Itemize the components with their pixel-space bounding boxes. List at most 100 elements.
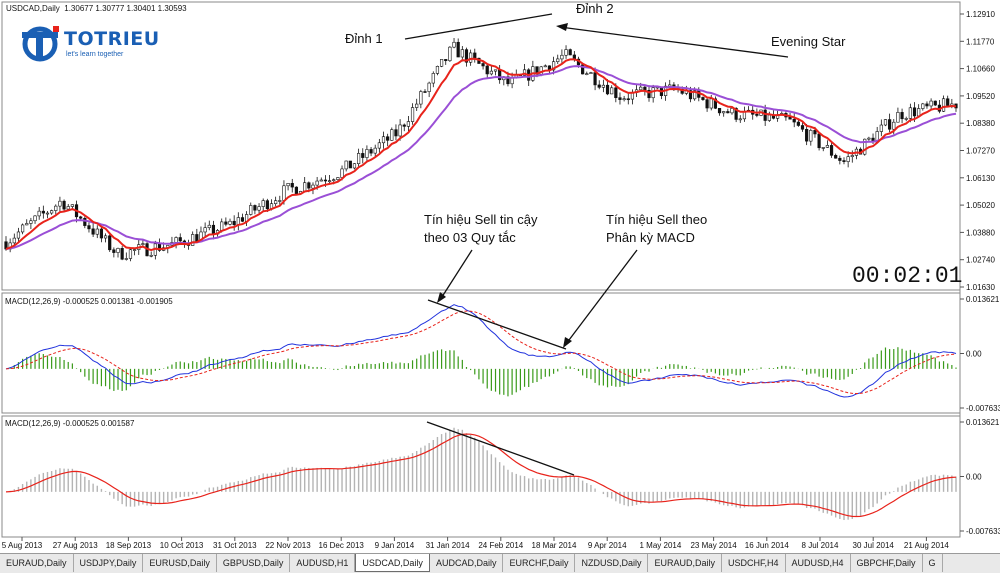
candle-body — [290, 183, 294, 188]
candle-body — [560, 54, 564, 60]
date-label: 22 Nov 2013 — [265, 541, 311, 550]
tab-gbpusd-daily[interactable]: GBPUSD,Daily — [217, 554, 291, 572]
candle-body — [149, 254, 153, 257]
tab-usdjpy-daily[interactable]: USDJPY,Daily — [74, 554, 144, 572]
tab-euraud-daily[interactable]: EURAUD,Daily — [648, 554, 722, 572]
candle-body — [415, 103, 419, 108]
candle-body — [419, 91, 423, 105]
divergence-line1: Tín hiệu Sell theo — [606, 212, 708, 227]
candle-body — [228, 220, 232, 225]
candle-body — [593, 72, 597, 86]
candle-body — [410, 107, 415, 122]
candle-body — [763, 109, 767, 121]
tab-usdcad-daily[interactable]: USDCAD,Daily — [355, 554, 430, 572]
candle-body — [481, 63, 485, 67]
date-label: 30 Jul 2014 — [853, 541, 895, 550]
candle-body — [236, 217, 240, 226]
candle-body — [402, 124, 406, 127]
candle-body — [792, 118, 796, 123]
axis-label: 1.01630 — [966, 283, 995, 292]
candle-body — [133, 249, 137, 251]
candle-body — [896, 112, 900, 123]
candle-body — [91, 228, 95, 235]
candle-body — [394, 129, 398, 137]
candle-body — [99, 228, 104, 239]
axis-label: 1.02740 — [966, 256, 995, 265]
tab-audusd-h1[interactable]: AUDUSD,H1 — [290, 554, 356, 572]
candle-body — [79, 216, 83, 219]
axis-label: 0.00 — [966, 473, 982, 482]
candle-body — [120, 248, 124, 260]
candle-body — [834, 155, 838, 159]
candle-body — [921, 103, 925, 109]
tab-audusd-h4[interactable]: AUDUSD,H4 — [786, 554, 851, 572]
candle-body — [369, 149, 373, 154]
tab-eurusd-daily[interactable]: EURUSD,Daily — [143, 554, 217, 572]
candle-body — [821, 147, 825, 149]
candle-body — [688, 90, 693, 100]
candle-body — [4, 241, 8, 250]
logo-tagline: let's learn together — [66, 51, 124, 58]
tab-g[interactable]: G — [923, 554, 943, 572]
candle-body — [904, 118, 908, 120]
candle-body — [668, 84, 672, 87]
candle-body — [220, 221, 224, 231]
candle-body — [867, 137, 871, 140]
axis-label: 1.03880 — [966, 228, 995, 237]
candle-body — [20, 224, 25, 233]
axis-label: 1.10660 — [966, 65, 995, 74]
candle-body — [713, 98, 717, 109]
candle-body — [829, 145, 834, 156]
ohlc-values: 1.30677 1.30777 1.30401 1.30593 — [64, 4, 187, 13]
candle-body — [87, 225, 91, 230]
tab-eurchf-daily[interactable]: EURCHF,Daily — [503, 554, 576, 572]
tab-audcad-daily[interactable]: AUDCAD,Daily — [430, 554, 504, 572]
axis-label: 1.09520 — [966, 92, 995, 101]
macd1-histogram — [9, 347, 957, 397]
candle-body — [842, 160, 846, 162]
macd1-label: MACD(12,26,9) -0.000525 0.001381 -0.0019… — [5, 297, 173, 306]
tab-euraud-daily[interactable]: EURAUD,Daily — [0, 554, 74, 572]
candle-body — [211, 224, 216, 235]
candle-body — [556, 58, 560, 62]
axis-label: 1.05020 — [966, 201, 995, 210]
macd2-divergence-line — [426, 421, 575, 476]
macd-signal-line — [5, 310, 957, 395]
candle-body — [809, 130, 813, 142]
axis-label: 1.12910 — [966, 10, 995, 19]
date-axis: 5 Aug 2013 27 Aug 2013 18 Sep 2013 10 Oct 2… — [2, 537, 949, 550]
candle-body — [929, 100, 933, 107]
divergence-line2: Phân kỳ MACD — [606, 230, 695, 245]
candle-body — [722, 111, 726, 114]
candle-body — [838, 157, 842, 161]
candle-body — [618, 97, 622, 100]
tab-nzdusd-daily[interactable]: NZDUSD,Daily — [575, 554, 649, 572]
candle-body — [448, 46, 452, 62]
candle-body — [813, 130, 817, 135]
candle-body — [879, 124, 883, 132]
axis-label: 0.00 — [966, 350, 982, 359]
axis-label: 1.08380 — [966, 119, 995, 128]
candle-body — [58, 200, 62, 207]
candle-body — [469, 52, 473, 63]
candle-body — [543, 65, 547, 68]
candle-body — [294, 186, 298, 195]
tab-gbpchf-daily[interactable]: GBPCHF,Daily — [851, 554, 923, 572]
tab-usdchf-h4[interactable]: USDCHF,H4 — [722, 554, 786, 572]
date-label: 5 Aug 2013 — [2, 541, 43, 550]
candle-body — [386, 136, 390, 141]
candle-body — [224, 221, 228, 225]
candle-body — [730, 108, 734, 114]
candle-body — [174, 237, 178, 243]
sell-signal-arrow — [439, 249, 473, 301]
macd2-axis: 0.013621 0.00 -0.007633 — [960, 418, 1000, 536]
evening-star-arrowhead — [556, 23, 568, 31]
candle-body — [796, 121, 800, 126]
candle-body — [626, 98, 630, 101]
date-label: 9 Jan 2014 — [375, 541, 415, 550]
sell-signal-arrowhead — [437, 292, 446, 303]
candle-body — [16, 231, 21, 239]
candle-body — [25, 223, 29, 226]
peak-trendline — [404, 13, 553, 40]
